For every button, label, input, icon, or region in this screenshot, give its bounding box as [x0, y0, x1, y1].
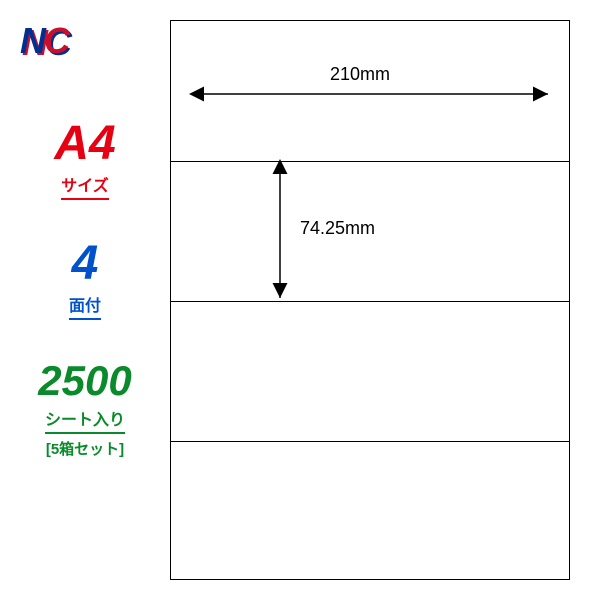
- row-divider: [171, 161, 569, 162]
- faces-value: 4: [20, 240, 150, 288]
- width-label: 210mm: [330, 64, 390, 85]
- size-block: A4 サイズ: [20, 120, 150, 200]
- brand-logo: NC: [20, 20, 68, 62]
- sheets-set: [5箱セット]: [20, 438, 150, 459]
- faces-label: 面付: [69, 292, 101, 320]
- sheets-label: シート入り: [45, 406, 125, 434]
- faces-block: 4 面付: [20, 240, 150, 320]
- sheets-value: 2500: [20, 360, 150, 402]
- label-sheet: [170, 20, 570, 580]
- product-spec-diagram: NC A4 サイズ 4 面付 2500 シート入り [5箱セット]: [0, 0, 600, 600]
- logo-n: N: [20, 20, 44, 61]
- height-label: 74.25mm: [300, 218, 375, 239]
- logo-c: C: [44, 20, 68, 61]
- sheets-block: 2500 シート入り [5箱セット]: [20, 360, 150, 459]
- row-divider: [171, 301, 569, 302]
- size-value: A4: [20, 120, 150, 168]
- size-label: サイズ: [61, 172, 109, 200]
- info-column: A4 サイズ 4 面付 2500 シート入り [5箱セット]: [20, 120, 150, 499]
- row-divider: [171, 441, 569, 442]
